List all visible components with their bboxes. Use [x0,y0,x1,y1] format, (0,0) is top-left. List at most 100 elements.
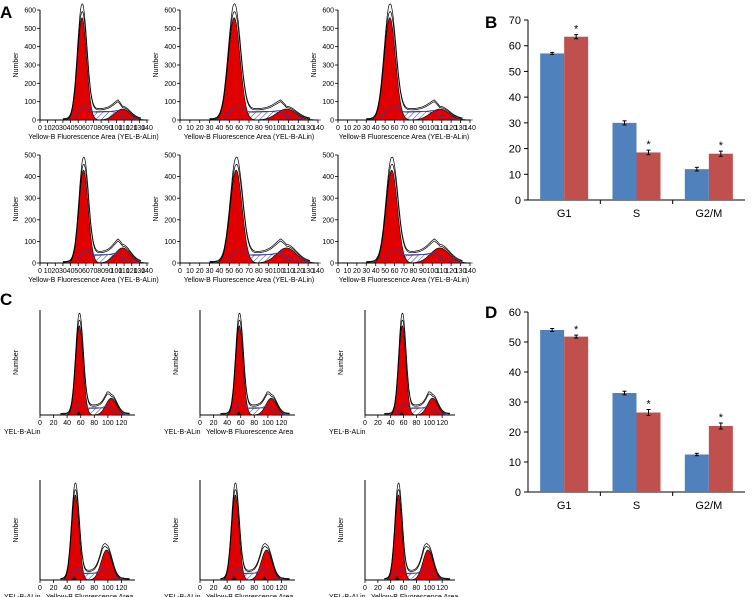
x-tick-label: 140 [141,268,153,275]
x-axis-label-left: YEL-B-ALin [4,429,41,436]
g1-peak-fill [210,17,258,121]
x-tick-label: 40 [223,585,231,592]
x-tick-label: 120 [436,585,448,592]
gate-marker-icon [71,576,77,580]
x-tick-label: 130 [455,125,467,132]
x-tick-label: 70 [400,268,408,275]
y-tick-label: 200 [24,81,36,88]
x-tick-label: 80 [250,585,258,592]
x-tick-label: 90 [105,125,113,132]
significance-marker: * [719,140,724,152]
x-tick-label: 50 [74,125,82,132]
x-tick-label: 0 [38,585,42,592]
x-tick-label: 10 [44,125,52,132]
x-axis-label-left: YEL-B-ALin [329,594,366,597]
x-tick-label: 100 [423,585,435,592]
x-tick-label: 120 [276,585,288,592]
g1-peak-fill [388,325,417,416]
g2m-peak-fill [252,247,321,264]
significance-marker: * [646,399,651,411]
x-tick-label: 60 [400,585,408,592]
y-tick-label: 0 [330,118,334,125]
bar-treated [708,153,733,200]
component-curve [228,567,282,581]
x-tick-label: 120 [126,268,138,275]
x-tick-label: 20 [51,268,59,275]
fit-curve [60,319,130,415]
y-tick-label: 0 [32,261,36,268]
bar-control [684,454,709,492]
x-axis-label-right: Yellow-B Fluorescence Area [206,594,293,597]
x-tick-label: 40 [387,585,395,592]
x-tick-label: 100 [273,125,285,132]
y-tick-label: 300 [322,196,334,203]
y-tick-label: 100 [322,99,334,106]
x-axis-label-left: YEL-B-ALin [164,594,201,597]
y-tick-label: 0 [330,261,334,268]
x-tick-label: 20 [210,585,218,592]
panel-label-a: A [0,3,12,22]
g1-peak-fill [224,325,255,416]
y-axis-label: Number [153,52,160,78]
y-tick-label: 300 [164,63,176,70]
x-axis-label-left: YEL-B-ALin [329,429,366,436]
x-tick-label: 40 [216,125,224,132]
x-tick-label: 90 [265,125,273,132]
raw-curve [209,156,311,262]
x-tick-label: 0 [363,420,367,427]
x-tick-label: 100 [273,268,285,275]
component-curve [380,105,461,121]
component-curve [224,105,309,121]
x-tick-label: 130 [134,125,146,132]
y-tick-label: 600 [322,8,334,15]
gate-marker-icon [231,576,237,580]
x-tick-label: 0 [178,125,182,132]
panel-label-c: C [0,290,12,309]
raw-curve [366,3,463,119]
g2m-peak-fill [95,108,150,121]
gate-marker-icon [394,576,400,580]
bar-control [612,393,637,492]
y-tick-label: 0 [172,118,176,125]
g2m-peak-fill [252,397,291,416]
x-axis-label: Yellow-B Fluorescence Area (YEL-B-ALin) [184,277,314,284]
x-tick-label: 40 [67,268,75,275]
component-curve [75,249,140,263]
x-tick-label: 40 [67,125,75,132]
x-tick-label: 20 [50,420,58,427]
x-tick-label: 0 [38,125,42,132]
bar-control [540,53,565,200]
raw-curve [384,482,450,579]
x-tick-label: 60 [391,268,399,275]
y-tick-label: 500 [322,26,334,33]
fit-curve [220,319,290,415]
component-curve [232,402,287,416]
x-tick-label: 50 [381,125,389,132]
y-tick-label: 500 [322,153,334,160]
x-axis-label-left: YEL-B-ALin [4,594,41,597]
y-tick-label: 200 [322,81,334,88]
x-tick-label: 60 [77,420,85,427]
y-tick-label: 300 [164,196,176,203]
x-tick-label: 80 [250,420,258,427]
y-tick-label: 500 [24,26,36,33]
component-curve [395,402,447,416]
x-axis-label: Yellow-B Fluorescence Area (YEL-B-ALin) [339,277,469,284]
y-tick-label: 20 [509,427,521,439]
raw-curve [60,312,130,414]
fit-curve [209,11,311,120]
gate-marker-icon [236,411,242,415]
y-tick-label: 500 [164,26,176,33]
x-tick-label: 30 [206,268,214,275]
x-tick-label: 140 [312,125,324,132]
x-tick-label: 70 [245,125,253,132]
y-axis-label: Number [173,517,180,543]
x-tick-label: 80 [90,585,98,592]
y-tick-label: 40 [509,367,521,379]
x-tick-label: 120 [116,420,128,427]
y-tick-label: 600 [24,8,36,15]
x-tick-label: 120 [445,125,457,132]
